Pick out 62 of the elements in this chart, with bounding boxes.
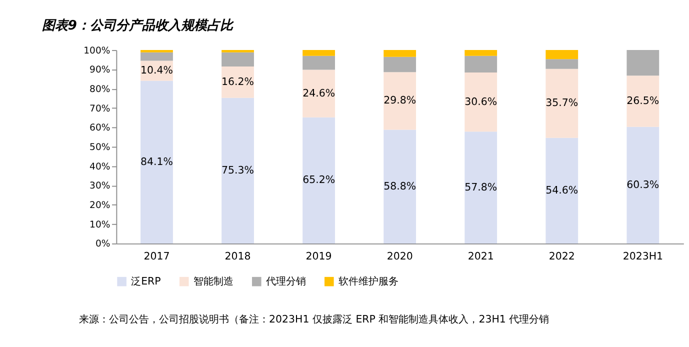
bar [384, 56, 416, 72]
bar [546, 50, 578, 60]
legend-label: 代理分销 [264, 275, 306, 288]
bar [140, 52, 173, 61]
legend-label: 智能制造 [193, 275, 234, 288]
bar [222, 98, 254, 244]
x-tick-label: 2018 [224, 252, 251, 263]
bar [464, 72, 498, 132]
bar [384, 50, 416, 57]
y-tick-label: 90% [90, 64, 110, 76]
bar [302, 50, 336, 56]
y-tick-label: 30% [90, 180, 110, 192]
data-label: 29.8% [384, 96, 416, 107]
data-label: 10.4% [140, 66, 174, 77]
data-label: 24.6% [302, 88, 336, 100]
y-tick-label: 70% [90, 103, 110, 114]
bar [464, 50, 498, 56]
bar [626, 50, 660, 76]
bar [464, 56, 498, 72]
bar [302, 56, 336, 70]
bar [384, 72, 416, 130]
data-label: 54.6% [546, 185, 578, 196]
bar [546, 59, 578, 69]
y-tick-label: 40% [90, 161, 110, 172]
y-tick-label: 100% [84, 45, 110, 56]
bar [140, 80, 173, 244]
bar [626, 76, 660, 127]
x-tick-label: 2019 [306, 252, 332, 263]
y-tick-label: 10% [90, 219, 110, 230]
bar [222, 52, 254, 66]
x-tick-label: 2021 [468, 252, 494, 263]
bar [302, 70, 336, 118]
y-tick-label: 50% [90, 142, 110, 154]
data-label: 58.8% [384, 181, 416, 192]
x-tick-label: 2020 [386, 252, 413, 263]
data-label: 16.2% [222, 76, 254, 88]
bar [464, 132, 498, 244]
bar [302, 117, 336, 244]
data-label: 30.6% [464, 96, 498, 108]
bar [384, 130, 416, 244]
y-tick-label: 20% [90, 200, 110, 212]
data-label: 35.7% [546, 98, 578, 110]
bar [546, 68, 578, 138]
bar [626, 126, 660, 244]
data-label: 84.1% [140, 156, 174, 168]
x-tick-label: 2022 [548, 252, 575, 263]
data-label: 75.3% [222, 165, 254, 176]
legend-label: 软件维护服务 [338, 275, 398, 288]
x-tick-label: 2023H1 [622, 252, 664, 263]
source-note: 来源：公司公告，公司招股说明书（备注：2023H1 仅披露泛 ERP 和智能制造具体收入，23H1 代理分销 [79, 313, 550, 326]
data-label: 26.5% [626, 96, 660, 107]
bar [222, 66, 254, 98]
y-tick-label: 0% [95, 238, 110, 250]
x-tick-label: 2017 [144, 252, 170, 263]
chart-title: 图表9：公司分产品收入规模占比 [42, 18, 234, 34]
y-tick-label: 60% [90, 122, 110, 134]
y-tick-label: 80% [90, 84, 110, 95]
data-label: 57.8% [464, 182, 498, 194]
data-label: 65.2% [302, 175, 336, 186]
legend-label: 泛ERP [131, 275, 161, 288]
data-label: 60.3% [626, 180, 660, 191]
bar [546, 138, 578, 244]
